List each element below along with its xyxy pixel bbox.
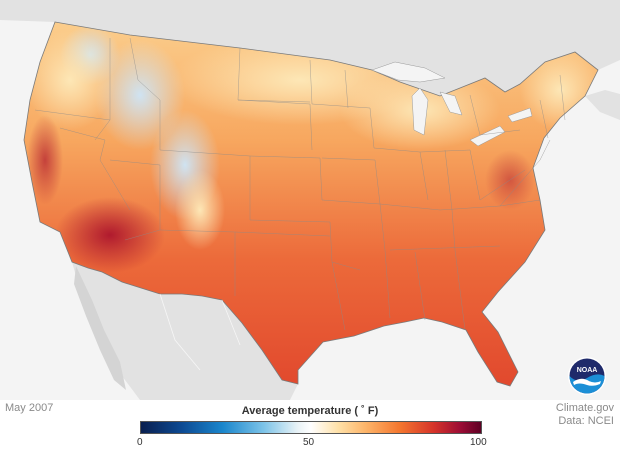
legend-footer: May 2007 Average temperature ( ˚ F) 0 50… <box>0 400 620 450</box>
baja-peninsula <box>74 266 126 390</box>
color-scale-bar <box>140 421 482 434</box>
svg-text:NOAA: NOAA <box>577 367 598 374</box>
legend-min-label: 0 <box>137 437 143 448</box>
credit-data: Data: NCEI <box>558 415 614 427</box>
mexico-state-lines <box>159 293 241 371</box>
credit-block: Climate.gov Data: NCEI <box>556 402 614 428</box>
noaa-logo: NOAA <box>568 357 606 395</box>
state-borders <box>34 37 566 331</box>
date-label: May 2007 <box>5 402 54 414</box>
legend-mid-label: 50 <box>303 437 315 448</box>
temperature-map <box>0 0 620 400</box>
nova-scotia <box>585 90 620 120</box>
mexico-land <box>72 262 298 400</box>
legend-max-label: 100 <box>470 437 487 448</box>
map-area: NOAA <box>0 0 620 400</box>
credit-source: Climate.gov <box>555 402 614 414</box>
canada-land <box>0 0 620 96</box>
legend-title: Average temperature ( ˚ F) <box>241 405 379 417</box>
us-outline <box>23 21 599 387</box>
great-lakes <box>371 61 533 147</box>
